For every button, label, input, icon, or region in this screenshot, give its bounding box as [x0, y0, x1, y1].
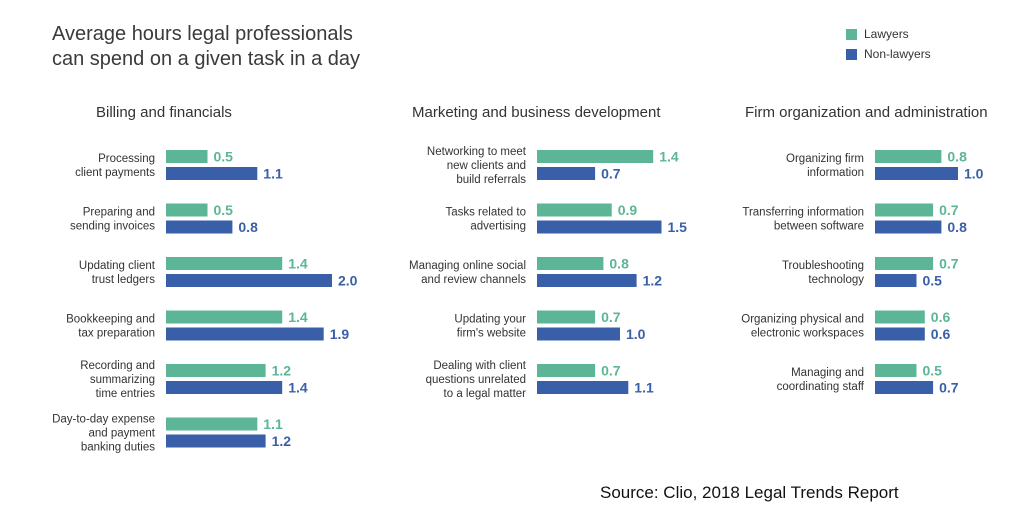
- value-label-marketing-non-lawyers-4: 1.0: [626, 326, 646, 342]
- value-label-firm-organization-lawyers-3: 0.7: [939, 256, 959, 272]
- value-label-marketing-lawyers-5: 0.7: [601, 363, 621, 379]
- bar-marketing-lawyers-4: [537, 310, 596, 324]
- bar-firm-organization-lawyers-1: [875, 150, 942, 163]
- value-label-marketing-lawyers-4: 0.7: [601, 309, 621, 325]
- bar-billing-lawyers-1: [166, 150, 208, 163]
- category-label-marketing-3: Managing online social and review channel…: [409, 260, 526, 286]
- category-label-billing-5: Recording and summarizing time entries: [80, 360, 155, 400]
- legend-item-lawyers: Lawyers: [846, 24, 931, 44]
- value-label-billing-non-lawyers-3: 2.0: [338, 273, 358, 289]
- category-label-firm-organization-3: Troubleshooting technology: [782, 260, 864, 286]
- legend-swatch-lawyers: [846, 28, 857, 40]
- bar-billing-lawyers-2: [166, 203, 208, 217]
- category-label-billing-6: Day-to-day expense and payment banking dut…: [52, 414, 156, 454]
- category-label-marketing-2: Tasks related to advertising: [445, 207, 526, 233]
- category-label-marketing-1: Networking to meet new clients and build r…: [427, 146, 527, 186]
- category-label-billing-3: Updating client trust ledgers: [79, 260, 156, 286]
- bar-firm-organization-lawyers-3: [875, 257, 934, 270]
- category-label-firm-organization-4: Organizing physical and electronic worksp…: [741, 314, 864, 340]
- value-label-billing-lawyers-6: 1.1: [263, 416, 283, 432]
- bar-firm-organization-lawyers-5: [875, 364, 917, 377]
- bar-marketing-lawyers-3: [537, 257, 604, 270]
- value-label-firm-organization-non-lawyers-2: 0.8: [947, 219, 967, 235]
- value-label-marketing-lawyers-1: 1.4: [659, 149, 679, 165]
- value-label-firm-organization-lawyers-4: 0.6: [931, 309, 951, 325]
- bar-marketing-non-lawyers-5: [537, 381, 629, 394]
- bar-firm-organization-non-lawyers-2: [875, 220, 942, 234]
- value-label-marketing-lawyers-3: 0.8: [609, 256, 629, 272]
- bar-firm-organization-lawyers-2: [875, 203, 934, 217]
- bar-billing-lawyers-4: [166, 310, 283, 324]
- legend: Lawyers Non-lawyers: [846, 24, 931, 64]
- value-label-marketing-non-lawyers-1: 0.7: [601, 166, 621, 182]
- category-label-firm-organization-2: Transferring information between software: [742, 207, 864, 233]
- value-label-billing-non-lawyers-1: 1.1: [263, 166, 283, 182]
- bar-firm-organization-non-lawyers-3: [875, 274, 917, 287]
- value-label-billing-lawyers-3: 1.4: [288, 256, 308, 272]
- legend-label-non-lawyers: Non-lawyers: [864, 47, 931, 61]
- value-label-billing-non-lawyers-5: 1.4: [288, 380, 308, 396]
- category-label-billing-2: Preparing and sending invoices: [70, 207, 155, 233]
- bar-firm-organization-non-lawyers-5: [875, 381, 934, 394]
- bar-firm-organization-lawyers-4: [875, 310, 925, 324]
- category-label-marketing-4: Updating your firm's website: [454, 314, 526, 340]
- category-label-marketing-5: Dealing with client questions unrelated to…: [426, 360, 527, 400]
- value-label-billing-non-lawyers-4: 1.9: [330, 326, 350, 342]
- value-label-marketing-non-lawyers-2: 1.5: [668, 219, 688, 235]
- bar-billing-non-lawyers-3: [166, 274, 332, 287]
- bar-marketing-lawyers-5: [537, 364, 596, 377]
- chart-title-line-2: can spend on a given task in a day: [52, 48, 360, 70]
- bar-billing-non-lawyers-2: [166, 220, 233, 234]
- value-label-billing-non-lawyers-2: 0.8: [238, 219, 258, 235]
- value-label-marketing-lawyers-2: 0.9: [618, 202, 638, 218]
- value-label-marketing-non-lawyers-5: 1.1: [634, 380, 654, 396]
- bar-billing-non-lawyers-4: [166, 327, 324, 341]
- bar-marketing-lawyers-2: [537, 203, 612, 217]
- value-label-firm-organization-non-lawyers-5: 0.7: [939, 380, 959, 396]
- bar-billing-non-lawyers-1: [166, 167, 258, 180]
- bar-firm-organization-non-lawyers-1: [875, 167, 958, 180]
- legend-item-non-lawyers: Non-lawyers: [846, 44, 931, 64]
- panel-title-marketing: Marketing and business development: [412, 104, 661, 121]
- category-label-firm-organization-5: Managing and coordinating staff: [777, 367, 865, 393]
- category-label-firm-organization-1: Organizing firm information: [786, 153, 864, 179]
- bar-marketing-lawyers-1: [537, 150, 654, 163]
- chart-title: Average hours legal professionals can sp…: [52, 22, 360, 72]
- panel-title-firm-organization: Firm organization and administration: [745, 104, 988, 121]
- bar-billing-non-lawyers-6: [166, 434, 266, 448]
- value-label-billing-lawyers-2: 0.5: [214, 202, 234, 218]
- value-label-billing-lawyers-4: 1.4: [288, 309, 308, 325]
- value-label-marketing-non-lawyers-3: 1.2: [643, 273, 663, 289]
- bar-marketing-non-lawyers-2: [537, 220, 662, 234]
- bar-billing-lawyers-3: [166, 257, 283, 270]
- bar-marketing-non-lawyers-4: [537, 327, 620, 341]
- bar-firm-organization-non-lawyers-4: [875, 327, 925, 341]
- value-label-billing-lawyers-5: 1.2: [272, 363, 292, 379]
- value-label-firm-organization-non-lawyers-3: 0.5: [923, 273, 943, 289]
- value-label-firm-organization-lawyers-2: 0.7: [939, 202, 959, 218]
- value-label-firm-organization-lawyers-5: 0.5: [923, 363, 943, 379]
- value-label-firm-organization-non-lawyers-4: 0.6: [931, 326, 951, 342]
- value-label-firm-organization-non-lawyers-1: 1.0: [964, 166, 984, 182]
- legend-label-lawyers: Lawyers: [864, 27, 909, 41]
- category-label-billing-1: Processing client payments: [75, 153, 155, 179]
- bar-marketing-non-lawyers-3: [537, 274, 637, 287]
- chart-title-line-1: Average hours legal professionals: [52, 23, 353, 45]
- legend-swatch-non-lawyers: [846, 48, 857, 60]
- panel-title-billing: Billing and financials: [96, 104, 232, 121]
- bar-billing-non-lawyers-5: [166, 381, 283, 394]
- bar-billing-lawyers-6: [166, 417, 258, 431]
- value-label-billing-lawyers-1: 0.5: [214, 149, 234, 165]
- bar-billing-lawyers-5: [166, 364, 266, 377]
- source-note: Source: Clio, 2018 Legal Trends Report: [600, 483, 899, 502]
- bar-marketing-non-lawyers-1: [537, 167, 596, 180]
- value-label-firm-organization-lawyers-1: 0.8: [947, 149, 967, 165]
- category-label-billing-4: Bookkeeping and tax preparation: [66, 314, 155, 340]
- value-label-billing-non-lawyers-6: 1.2: [272, 433, 292, 449]
